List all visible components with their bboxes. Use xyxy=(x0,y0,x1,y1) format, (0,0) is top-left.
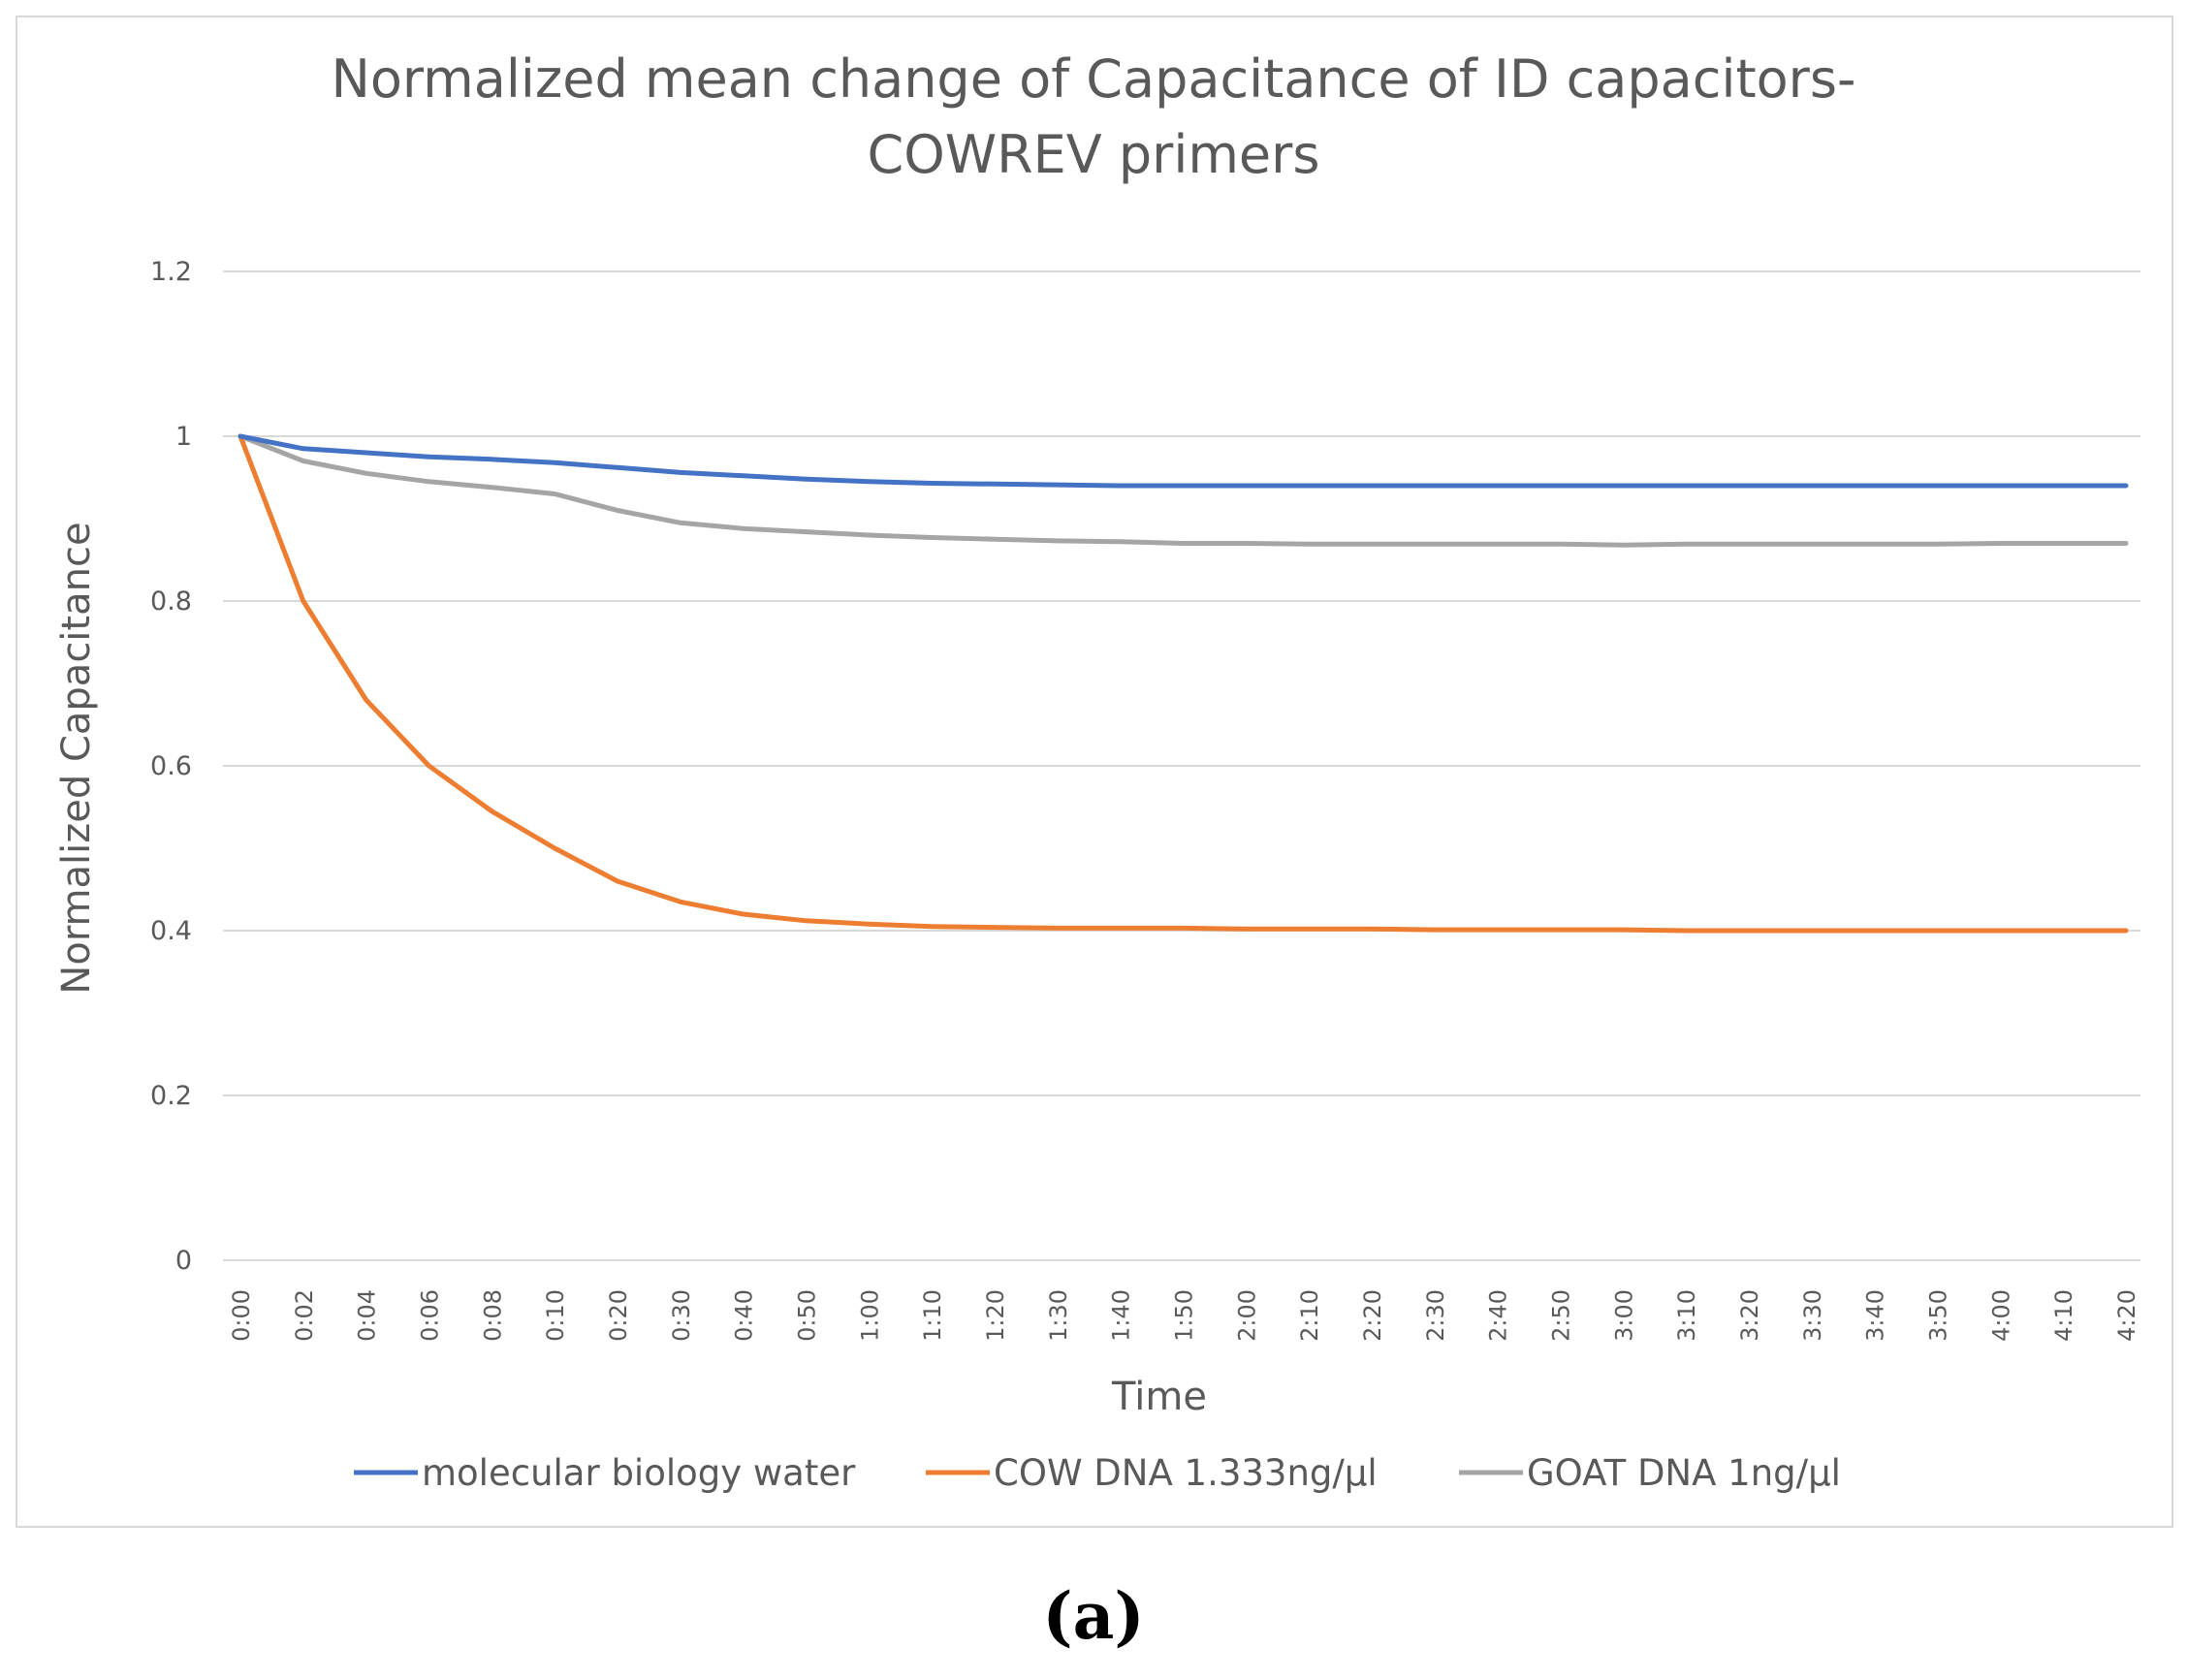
chart-title: Normalized mean change of Capacitance of… xyxy=(332,48,1856,110)
legend-entry-label: molecular biology water xyxy=(422,1452,856,1494)
y-tick-label: 0 xyxy=(175,1246,192,1276)
x-tick-label: 0:04 xyxy=(354,1289,381,1342)
x-tick-label: 4:00 xyxy=(1987,1289,2014,1342)
x-tick-label: 1:50 xyxy=(1171,1289,1198,1342)
x-tick-label: 0:00 xyxy=(228,1289,255,1342)
x-tick-label: 1:40 xyxy=(1108,1289,1135,1342)
x-tick-label: 1:30 xyxy=(1045,1289,1072,1342)
y-axis-label: Normalized Capacitance xyxy=(54,522,99,994)
x-tick-label: 2:50 xyxy=(1548,1289,1575,1342)
x-tick-label: 2:00 xyxy=(1233,1289,1260,1342)
legend-entry-label: COW DNA 1.333ng/µl xyxy=(994,1452,1378,1494)
x-tick-label: 4:20 xyxy=(2113,1289,2140,1342)
x-tick-label: 0:50 xyxy=(794,1289,821,1342)
legend-entry-label: GOAT DNA 1ng/µl xyxy=(1527,1452,1841,1494)
y-tick-label: 0.4 xyxy=(150,916,192,946)
x-tick-label: 1:10 xyxy=(919,1289,946,1342)
x-tick-label: 2:40 xyxy=(1485,1289,1512,1342)
x-tick-label: 3:00 xyxy=(1610,1289,1637,1342)
x-tick-label: 1:20 xyxy=(982,1289,1009,1342)
series-line-molecular xyxy=(238,433,2129,489)
x-tick-label: 1:00 xyxy=(856,1289,883,1342)
y-tick-label: 0.2 xyxy=(150,1081,192,1111)
x-axis-label: Time xyxy=(1111,1375,1207,1419)
x-tick-label: 3:30 xyxy=(1799,1289,1826,1342)
chart-title-line2: COWREV primers xyxy=(868,124,1320,185)
series-line-cow xyxy=(238,433,2129,934)
y-tick-label: 0.6 xyxy=(150,751,192,781)
x-tick-label: 2:10 xyxy=(1296,1289,1323,1342)
series-lines xyxy=(238,433,2129,934)
x-tick-label: 0:02 xyxy=(291,1289,318,1342)
x-tick-label: 0:20 xyxy=(605,1289,632,1342)
x-tick-label: 0:06 xyxy=(417,1289,444,1342)
x-tick-label: 0:08 xyxy=(479,1289,506,1342)
x-tick-label: 3:40 xyxy=(1862,1289,1889,1342)
legend: molecular biology water COW DNA 1.333ng/µ… xyxy=(354,1452,1841,1494)
x-tick-label: 4:10 xyxy=(2050,1289,2077,1342)
series-line-goat xyxy=(238,433,2129,548)
x-tick-label: 2:30 xyxy=(1422,1289,1449,1342)
y-tick-label: 0.8 xyxy=(150,586,192,617)
x-tick-label: 3:10 xyxy=(1673,1289,1700,1342)
subfigure-label: (a) xyxy=(1042,1578,1144,1654)
gridlines xyxy=(223,270,2140,1261)
x-tick-label: 2:20 xyxy=(1359,1289,1386,1342)
x-tick-label: 0:10 xyxy=(542,1289,569,1342)
y-tick-label: 1 xyxy=(175,422,192,452)
chart-frame xyxy=(16,16,2173,1528)
x-tick-label: 0:40 xyxy=(731,1289,758,1342)
y-tick-label: 1.2 xyxy=(150,257,192,287)
x-tick-label: 0:30 xyxy=(668,1289,695,1342)
x-tick-label: 3:50 xyxy=(1925,1289,1952,1342)
y-axis-ticks: 0 0.2 0.4 0.6 0.8 1 1.2 xyxy=(150,257,192,1276)
x-axis-ticks: 0:00 0:02 0:04 0:06 0:08 0:10 0:20 0:30 0:40 0:50… xyxy=(228,1289,2140,1342)
x-tick-label: 3:20 xyxy=(1736,1289,1763,1342)
